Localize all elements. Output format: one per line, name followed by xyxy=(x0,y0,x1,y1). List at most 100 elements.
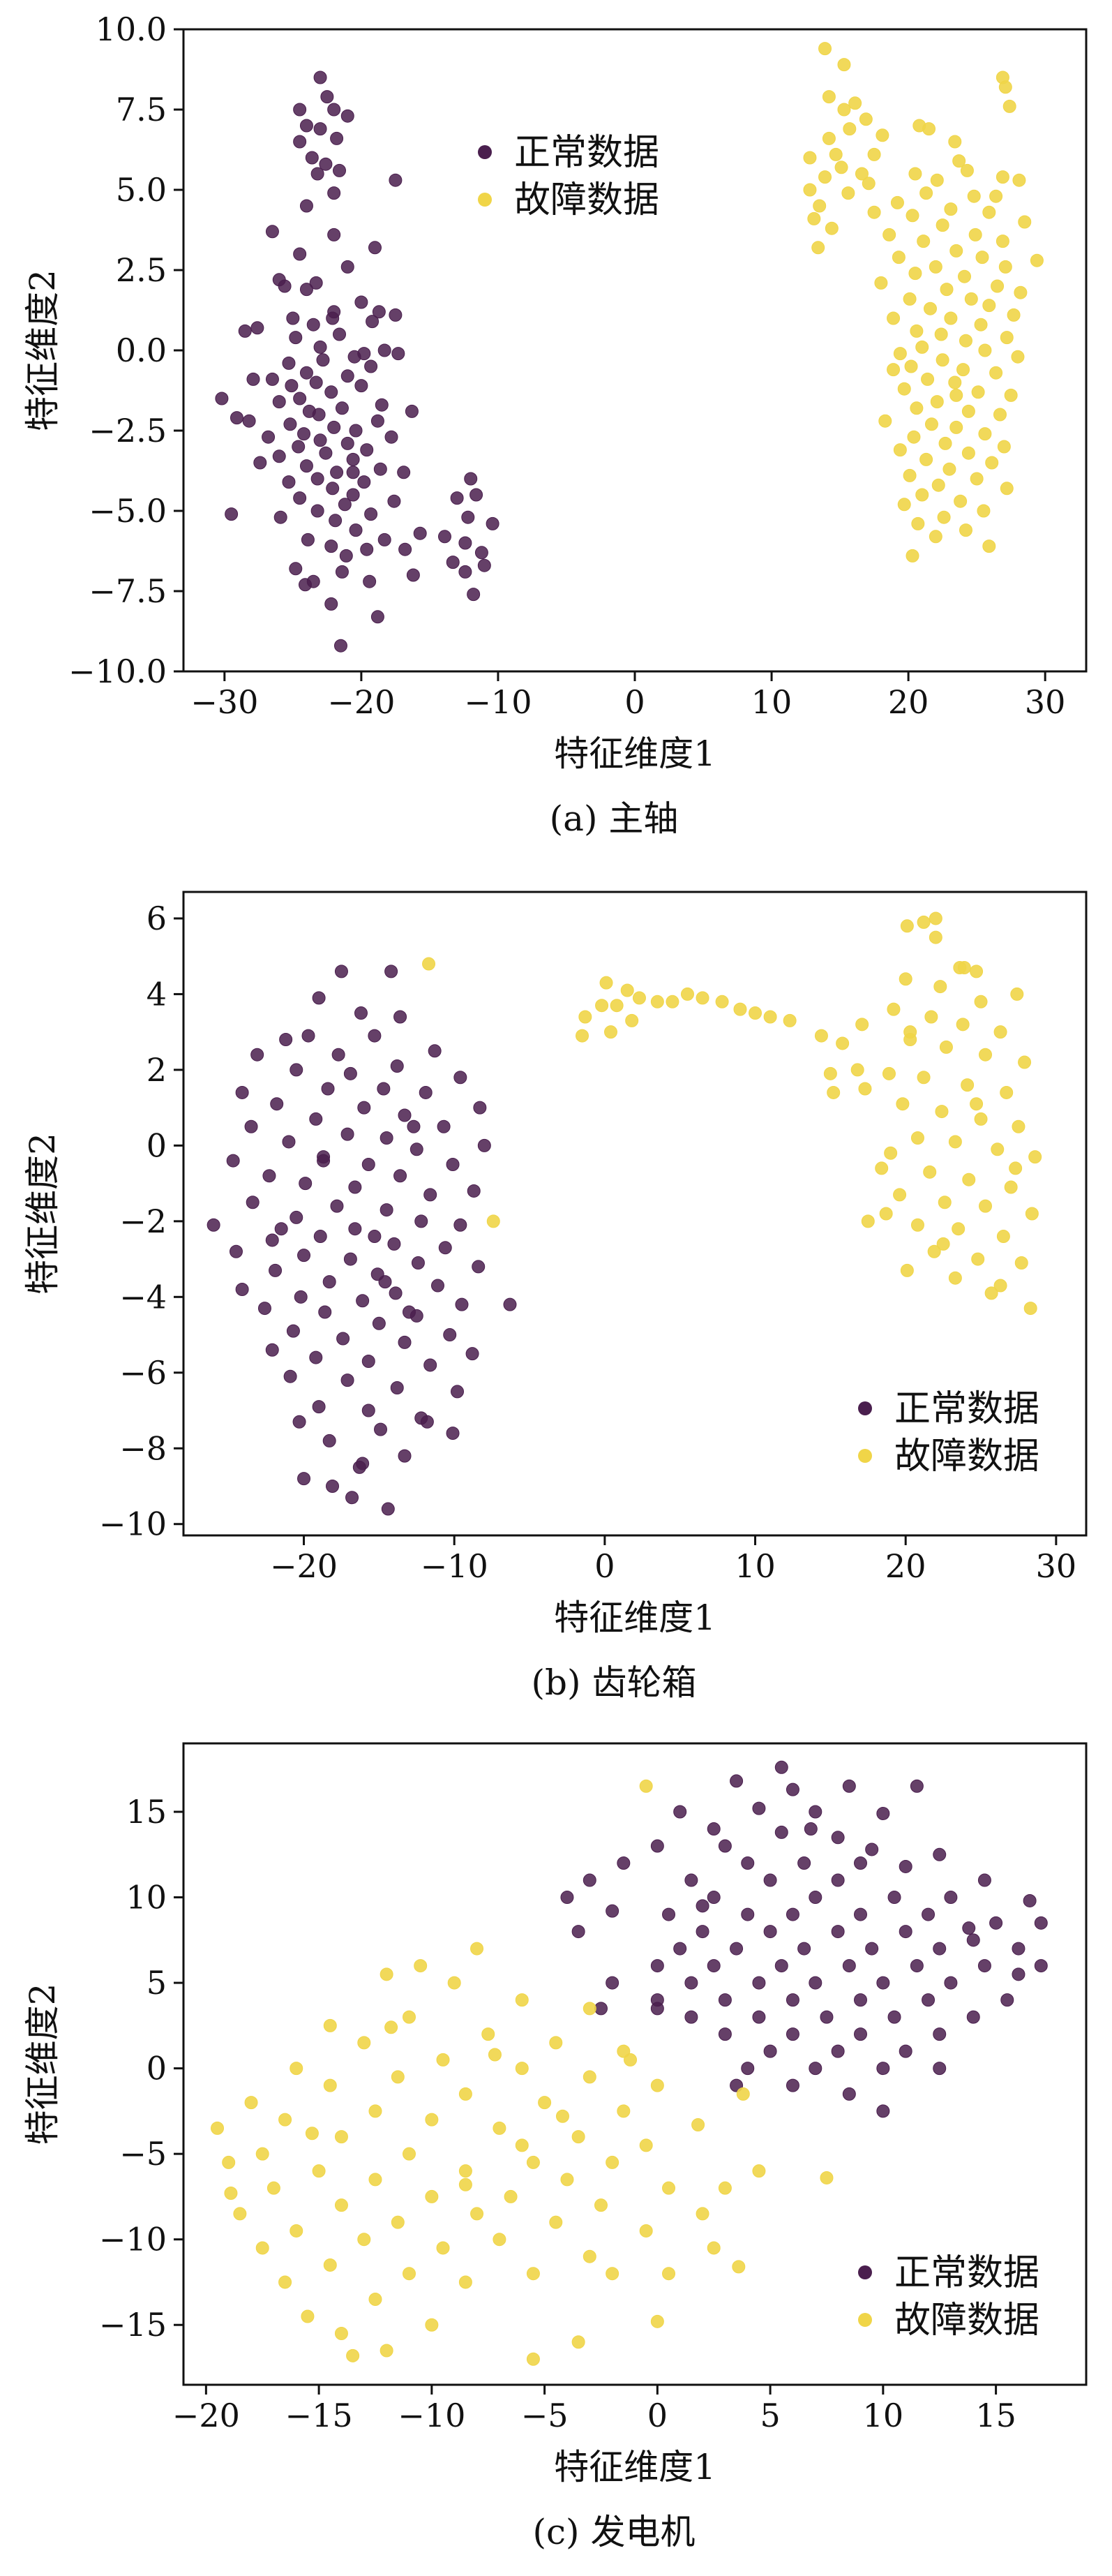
y-tick-label: 2.5 xyxy=(116,251,167,289)
data-point xyxy=(942,462,956,476)
data-point xyxy=(961,446,975,460)
data-point xyxy=(384,430,398,444)
data-point xyxy=(639,2138,653,2152)
data-point xyxy=(246,372,260,386)
data-point xyxy=(343,1066,357,1080)
data-point xyxy=(606,2155,619,2169)
data-point xyxy=(413,526,427,540)
data-point xyxy=(934,327,948,341)
data-point xyxy=(286,311,300,325)
data-point xyxy=(450,491,464,505)
data-point xyxy=(321,1082,335,1096)
data-point xyxy=(340,260,354,274)
data-point xyxy=(876,1806,890,1820)
data-point xyxy=(257,1302,271,1316)
data-point xyxy=(803,151,817,165)
data-point xyxy=(407,1119,421,1133)
data-point xyxy=(829,147,843,161)
data-point xyxy=(774,1825,788,1839)
data-point xyxy=(1012,1967,1025,1981)
data-point xyxy=(555,2109,569,2123)
y-tick-label: 10 xyxy=(126,1879,167,1916)
data-point xyxy=(908,167,922,181)
data-point xyxy=(1004,1180,1018,1194)
data-point xyxy=(436,2241,450,2255)
data-point xyxy=(650,1839,664,1853)
data-point xyxy=(368,2292,382,2306)
data-point xyxy=(348,1180,362,1194)
data-point xyxy=(985,456,999,470)
data-point xyxy=(1007,308,1021,322)
data-point xyxy=(684,1873,698,1887)
data-point xyxy=(887,1002,901,1016)
data-point xyxy=(380,1967,393,1981)
data-point xyxy=(599,976,613,990)
data-point xyxy=(707,1891,721,1905)
data-point xyxy=(696,1925,709,1939)
data-point xyxy=(1023,1893,1037,1907)
data-point xyxy=(244,1119,258,1133)
data-point xyxy=(310,472,324,486)
data-point xyxy=(949,244,963,258)
data-point xyxy=(262,1169,276,1183)
data-point xyxy=(420,1415,434,1429)
data-point xyxy=(473,1101,487,1115)
data-point xyxy=(813,199,827,213)
data-point xyxy=(348,1222,362,1236)
data-point xyxy=(410,1142,423,1156)
chart-caption: (a) 主轴 xyxy=(550,798,679,839)
data-point xyxy=(923,301,937,315)
data-point xyxy=(465,1347,479,1361)
data-point xyxy=(831,2044,845,2058)
data-point xyxy=(908,267,922,281)
data-point xyxy=(318,1305,332,1319)
chart-panel-2: −20 −15 −10 −5 0 5 10 15 −15 −10 −5 0 5 10 15 特征维度1 特征维度… xyxy=(22,1742,1088,2552)
data-point xyxy=(472,1260,486,1274)
data-point xyxy=(438,1241,452,1255)
data-point xyxy=(929,530,942,544)
data-point xyxy=(878,414,892,428)
data-point xyxy=(583,2070,596,2084)
data-point xyxy=(944,202,958,216)
data-point xyxy=(977,504,991,518)
data-point xyxy=(357,475,371,489)
data-point xyxy=(774,1760,788,1774)
data-point xyxy=(282,475,296,489)
data-point xyxy=(299,119,313,133)
x-tick-label: 5 xyxy=(760,2397,780,2434)
data-point xyxy=(763,2044,777,2058)
data-point xyxy=(309,1112,323,1126)
data-point xyxy=(639,2224,653,2238)
data-point xyxy=(974,995,988,1008)
data-point xyxy=(927,1244,941,1258)
data-point xyxy=(617,1856,631,1870)
chart-caption: (b) 齿轮箱 xyxy=(532,1662,697,1703)
data-point xyxy=(312,1400,326,1414)
plot-frame xyxy=(182,1742,1088,2386)
data-point xyxy=(368,2104,382,2118)
data-point xyxy=(323,2258,337,2272)
data-point xyxy=(390,1059,404,1073)
data-point xyxy=(865,1842,879,1856)
data-point xyxy=(899,972,912,986)
data-point xyxy=(836,1036,850,1050)
data-point xyxy=(979,1048,993,1062)
data-point xyxy=(560,2173,574,2187)
data-point xyxy=(270,1097,284,1111)
data-point xyxy=(397,466,411,479)
data-point xyxy=(354,1006,368,1020)
data-point xyxy=(1000,1993,1014,2007)
data-point xyxy=(571,2130,585,2144)
legend-label: 故障数据 xyxy=(514,179,659,221)
data-point xyxy=(222,2155,236,2169)
data-point xyxy=(299,199,313,213)
data-point xyxy=(354,379,368,393)
data-point xyxy=(273,510,287,524)
data-point xyxy=(937,510,951,524)
data-point xyxy=(336,1332,350,1346)
data-point xyxy=(718,1839,732,1853)
data-point xyxy=(933,2062,947,2076)
data-point xyxy=(526,2352,540,2366)
data-point xyxy=(301,533,315,546)
data-point xyxy=(814,1029,828,1043)
